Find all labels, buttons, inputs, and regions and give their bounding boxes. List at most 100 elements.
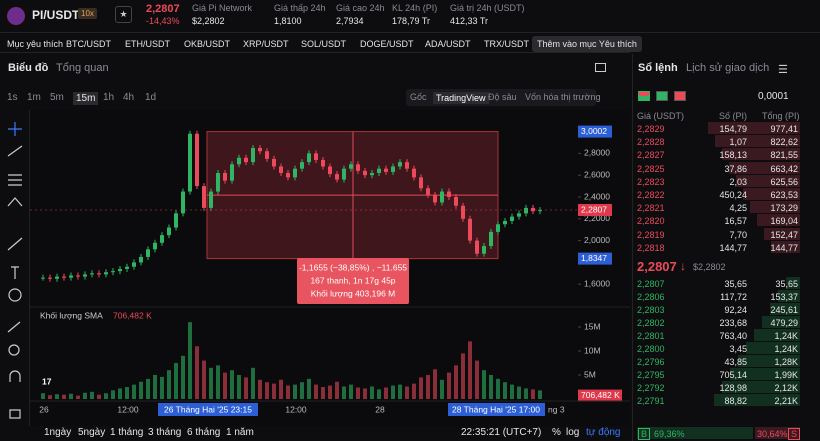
interval[interactable]: 1h [103,92,115,103]
book-size: 154,79 [719,124,747,134]
volume-bar [370,386,374,399]
log-toggle[interactable]: log [566,427,580,438]
range-button[interactable]: 1ngày [44,427,72,438]
view-bids[interactable] [656,91,668,101]
price-tag-label: 1,8347 [581,253,607,263]
book-size: 2,03 [729,176,747,187]
volume-bar [531,389,535,399]
volume-bar [258,379,262,399]
volume-bar [538,390,542,399]
volume-bar [167,370,171,399]
view-option[interactable]: Vốn hóa thị trường [525,92,601,102]
candle [510,216,514,221]
candle [139,256,143,263]
favorite-pair[interactable]: ADA/USDT [425,39,471,49]
favorite-pair[interactable]: XRP/USDT [243,39,289,49]
volume-bar [244,377,248,399]
volume-bar [90,391,94,399]
add-favorite[interactable]: Thêm vào mục Yêu thích [532,36,642,52]
volume-bar [216,365,220,399]
percent-toggle[interactable]: % [552,427,561,438]
volume-bar [132,384,136,399]
window-icon[interactable] [595,63,606,72]
book-price: 2,2828 [637,137,665,148]
view-both[interactable] [638,91,650,101]
candle [237,157,241,165]
star-button[interactable]: ★ [115,6,132,23]
view-option[interactable]: Gốc [410,92,427,102]
interval[interactable]: 1m [27,92,41,103]
volume-bar [272,383,276,399]
volume-bar [286,385,290,399]
candle [202,186,206,208]
view-asks[interactable] [674,91,686,101]
favorite-pair[interactable]: DOGE/USDT [360,39,414,49]
view-option[interactable]: TradingView [433,92,489,104]
stat-value: 2,7934 [336,16,364,26]
auto-toggle[interactable]: tự động [586,427,621,438]
stat-label: Giá thấp 24h [274,3,326,13]
step-select[interactable]: 0,0001 [758,91,789,102]
buy-bar [637,427,753,439]
favorite-pair[interactable]: BTC/USDT [66,39,111,49]
interval[interactable]: 5m [50,92,64,103]
range-button[interactable]: 1 năm [226,427,254,438]
candle [419,177,423,189]
favorite-pair[interactable]: OKB/USDT [184,39,231,49]
favorite-pair[interactable]: TRX/USDT [484,39,529,49]
volume-bar [349,384,353,399]
price-label: 2,4000 [584,191,610,201]
volume-label: 15M [584,321,601,331]
volume-bar [293,384,297,399]
favorite-pair[interactable]: ETH/USDT [125,39,170,49]
favorite-pair[interactable]: SOL/USDT [301,39,347,49]
interval[interactable]: 1d [145,92,157,103]
candle [342,168,346,180]
candle [146,249,150,257]
book-total: 173,29 [770,203,798,214]
interval[interactable]: 4h [123,92,135,103]
volume-bar [55,394,59,399]
candle [461,205,465,219]
book-size: 3,45 [729,344,747,354]
book-total: 821,55 [770,150,798,161]
col-price: Giá (USDT) [637,111,684,121]
stat-value: 1,8100 [274,16,302,26]
time-label: 12:00 [117,404,139,414]
volume-bar [524,388,528,399]
volume-bar [517,386,521,399]
interval[interactable]: 1s [7,92,18,103]
candle [104,272,108,275]
volume-bar [62,394,66,399]
interval[interactable]: 15m [73,92,99,105]
candle [188,133,192,192]
tab-chart[interactable]: Biểu đồ [8,62,49,74]
book-size: 88,82 [724,396,747,406]
candle [335,174,339,180]
tab-overview[interactable]: Tổng quan [56,62,109,74]
book-total: 1,24K [774,344,798,354]
candle [55,276,59,279]
tab-trades[interactable]: Lịch sử giao dịch [686,62,770,74]
range-button[interactable]: 6 tháng [187,427,221,438]
volume-bar [321,387,325,399]
stat-value: 412,33 Tr [450,16,489,26]
tab-orderbook[interactable]: Sổ lệnh [638,62,678,74]
volume-bar [125,387,129,399]
volume-bar [440,379,444,399]
pair[interactable]: PI/USDT [32,8,80,22]
range-button[interactable]: 1 tháng [110,427,144,438]
book-total: 35,65 [775,279,798,289]
range-button[interactable]: 5ngày [78,427,106,438]
book-size: 16,57 [724,216,747,227]
range-button[interactable]: 3 tháng [148,427,182,438]
measure-text: 167 thanh, 1n 17g 45p [310,275,395,285]
settings-icon[interactable]: ☰ [778,64,788,76]
candle [160,235,164,243]
candle [496,224,500,232]
view-option[interactable]: Độ sâu [488,92,517,102]
cross-end-bg [448,403,545,416]
measure-text: -1,1655 (−38,85%) , −11.655 [299,262,407,272]
book-total: 822,62 [770,137,798,148]
